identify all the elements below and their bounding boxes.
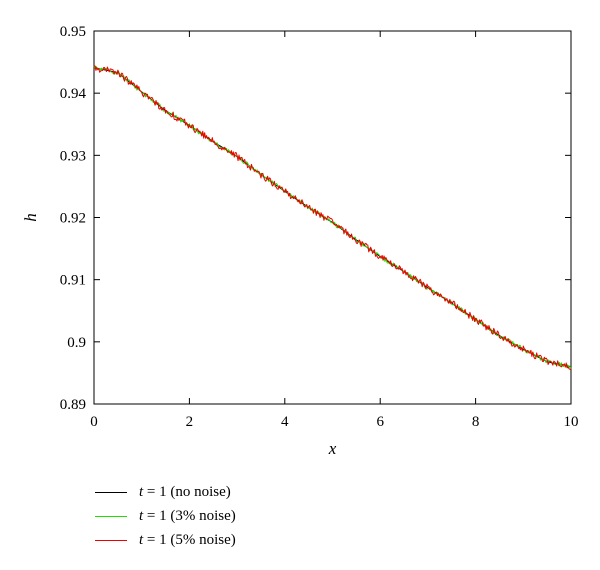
y-axis-label: h <box>21 213 40 222</box>
line-chart: 0 2 4 6 8 10 0.89 0.9 0.91 0.92 0.93 0.94 0.95 x h <box>21 24 579 458</box>
x-axis-label: x <box>328 439 337 458</box>
legend-label-var: t <box>139 507 144 524</box>
y-tick-label: 0.89 <box>60 397 86 413</box>
legend-swatch-no-noise <box>95 491 127 493</box>
x-tick-label: 2 <box>186 414 194 430</box>
legend-item-3pct-noise: t = 1 (3% noise) <box>95 504 236 528</box>
legend: t = 1 (no noise) t = 1 (3% noise) t = 1 … <box>95 480 236 552</box>
y-tick-label: 0.94 <box>60 86 87 102</box>
legend-label-3pct-noise: = 1 (3% noise) <box>143 507 236 524</box>
ticks-layer: 0 2 4 6 8 10 0.89 0.9 0.91 0.92 0.93 0.94 0.95 <box>60 24 579 430</box>
y-tick-label: 0.9 <box>67 335 86 351</box>
legend-item-no-noise: t = 1 (no noise) <box>95 480 236 504</box>
y-tick-label: 0.92 <box>60 211 86 227</box>
legend-label-var: t <box>139 531 144 548</box>
plot-area <box>93 30 572 405</box>
x-tick-label: 8 <box>472 414 480 430</box>
y-tick-label: 0.93 <box>60 148 86 164</box>
legend-swatch-3pct-noise <box>95 515 127 517</box>
legend-swatch-5pct-noise <box>95 539 127 541</box>
legend-item-5pct-noise: t = 1 (5% noise) <box>95 528 236 552</box>
legend-label-5pct-noise: = 1 (5% noise) <box>143 531 236 548</box>
y-tick-label: 0.95 <box>60 24 86 40</box>
x-tick-label: 4 <box>281 414 289 430</box>
x-tick-label: 6 <box>376 414 384 430</box>
x-tick-label: 0 <box>90 414 98 430</box>
x-tick-label: 10 <box>564 414 579 430</box>
y-tick-label: 0.91 <box>60 273 86 289</box>
legend-label-var: t <box>139 483 144 500</box>
series-layer <box>93 64 572 371</box>
legend-label-no-noise: = 1 (no noise) <box>143 483 231 500</box>
series-line-2 <box>93 64 572 371</box>
